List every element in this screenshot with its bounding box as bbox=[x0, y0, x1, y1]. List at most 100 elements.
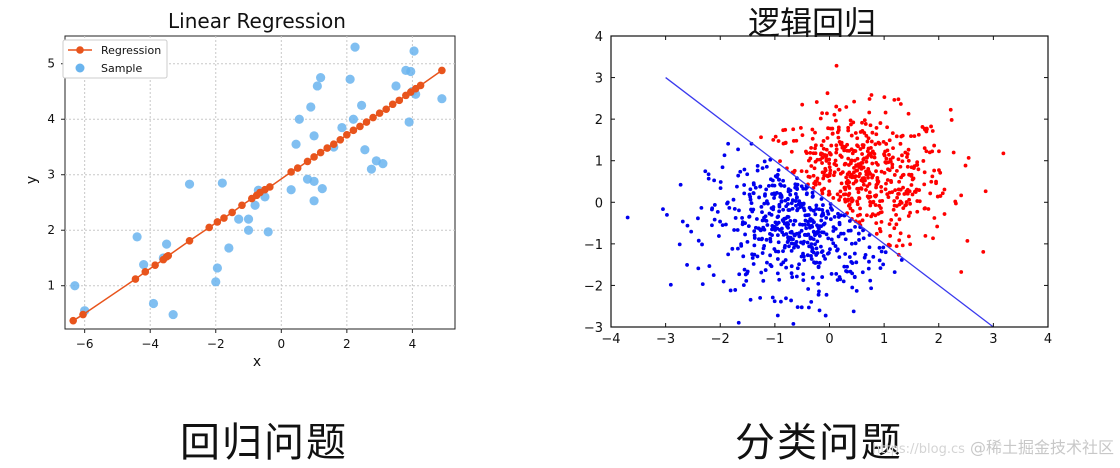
sample-point bbox=[312, 81, 322, 91]
classification-point bbox=[786, 215, 791, 219]
classification-point bbox=[909, 183, 914, 187]
classification-point bbox=[775, 257, 780, 261]
sample-point bbox=[217, 178, 227, 188]
classification-point bbox=[810, 245, 814, 250]
classification-point bbox=[813, 212, 818, 217]
classification-point bbox=[868, 123, 873, 128]
sample-point bbox=[294, 114, 304, 124]
classification-point bbox=[759, 270, 764, 275]
regression-x-tick-label: −6 bbox=[76, 337, 94, 351]
classification-point bbox=[768, 253, 773, 258]
classification-point bbox=[883, 250, 888, 255]
classification-point bbox=[832, 170, 837, 175]
classification-point bbox=[802, 254, 806, 259]
classification-point bbox=[741, 254, 746, 259]
classification-point bbox=[829, 237, 834, 242]
classification-point bbox=[847, 191, 852, 196]
classification-point bbox=[920, 125, 925, 129]
classification-point bbox=[759, 204, 764, 209]
classification-point bbox=[819, 250, 824, 255]
classification-point bbox=[751, 191, 756, 196]
classification-point bbox=[924, 149, 929, 154]
classification-point bbox=[839, 140, 844, 145]
classification-point bbox=[804, 226, 809, 231]
regression-legend: Regression Sample bbox=[62, 39, 168, 79]
classification-point bbox=[801, 201, 806, 206]
classification-point bbox=[720, 165, 725, 170]
classification-point bbox=[847, 255, 852, 259]
classification-point bbox=[836, 128, 841, 132]
classification-point bbox=[786, 202, 790, 206]
classification-point bbox=[833, 244, 838, 248]
decision-boundary-line bbox=[665, 77, 994, 328]
classification-point bbox=[829, 143, 834, 148]
classification-point bbox=[839, 231, 843, 236]
regression-y-tick-label: 2 bbox=[47, 223, 55, 237]
classification-point bbox=[963, 163, 968, 168]
classification-point bbox=[888, 234, 893, 238]
classification-point bbox=[819, 143, 824, 148]
sample-point bbox=[345, 74, 355, 84]
classification-point bbox=[890, 165, 895, 170]
classification-point bbox=[826, 126, 830, 131]
classification-x-tick-label: 2 bbox=[935, 332, 943, 347]
classification-point bbox=[966, 155, 971, 160]
legend-sample-label: Sample bbox=[101, 62, 142, 75]
classification-point bbox=[906, 158, 911, 163]
classification-point bbox=[870, 161, 875, 166]
classification-point bbox=[869, 139, 874, 144]
classification-point bbox=[898, 141, 903, 146]
classification-point bbox=[736, 147, 740, 152]
classification-point bbox=[907, 234, 911, 239]
sample-point bbox=[286, 185, 296, 195]
classification-point bbox=[959, 193, 964, 198]
classification-point bbox=[889, 217, 894, 222]
classification-point bbox=[864, 156, 869, 160]
classification-point bbox=[923, 233, 928, 238]
classification-point bbox=[772, 191, 777, 196]
classification-x-tick-label: 3 bbox=[989, 332, 997, 347]
classification-point bbox=[819, 218, 824, 223]
classification-point bbox=[775, 233, 780, 238]
classification-point bbox=[843, 192, 848, 197]
classification-point bbox=[838, 189, 843, 194]
classification-point bbox=[806, 222, 811, 227]
classification-chart-title: 逻辑回归 bbox=[748, 4, 876, 42]
sample-point bbox=[437, 94, 447, 104]
classification-point bbox=[784, 296, 788, 301]
classification-point bbox=[935, 224, 940, 229]
classification-point bbox=[901, 185, 905, 190]
classification-point bbox=[744, 279, 749, 283]
classification-point bbox=[748, 197, 753, 202]
classification-point bbox=[895, 195, 900, 200]
sample-point bbox=[356, 100, 367, 110]
classification-point bbox=[788, 218, 793, 223]
classification-point bbox=[835, 247, 840, 252]
classification-point bbox=[854, 164, 859, 168]
classification-point bbox=[661, 207, 665, 212]
classification-point bbox=[871, 254, 876, 259]
classification-point bbox=[718, 186, 723, 191]
classification-point bbox=[816, 225, 821, 230]
classification-point bbox=[733, 216, 738, 220]
classification-point bbox=[833, 226, 838, 231]
classification-point bbox=[828, 205, 833, 210]
classification-point bbox=[735, 228, 740, 232]
classification-series bbox=[625, 63, 1006, 326]
classification-point bbox=[737, 272, 742, 277]
classification-point bbox=[887, 222, 892, 226]
classification-point bbox=[776, 240, 781, 245]
classification-point bbox=[791, 127, 796, 132]
classification-point bbox=[894, 244, 899, 249]
classification-point bbox=[820, 161, 824, 165]
classification-point bbox=[882, 170, 887, 175]
classification-point bbox=[849, 260, 854, 264]
classification-point bbox=[867, 190, 872, 195]
classification-point bbox=[875, 175, 880, 180]
classification-point bbox=[736, 173, 741, 178]
classification-point bbox=[835, 278, 840, 282]
classification-point bbox=[737, 208, 741, 213]
classification-point bbox=[884, 181, 888, 186]
classification-point bbox=[764, 237, 769, 242]
